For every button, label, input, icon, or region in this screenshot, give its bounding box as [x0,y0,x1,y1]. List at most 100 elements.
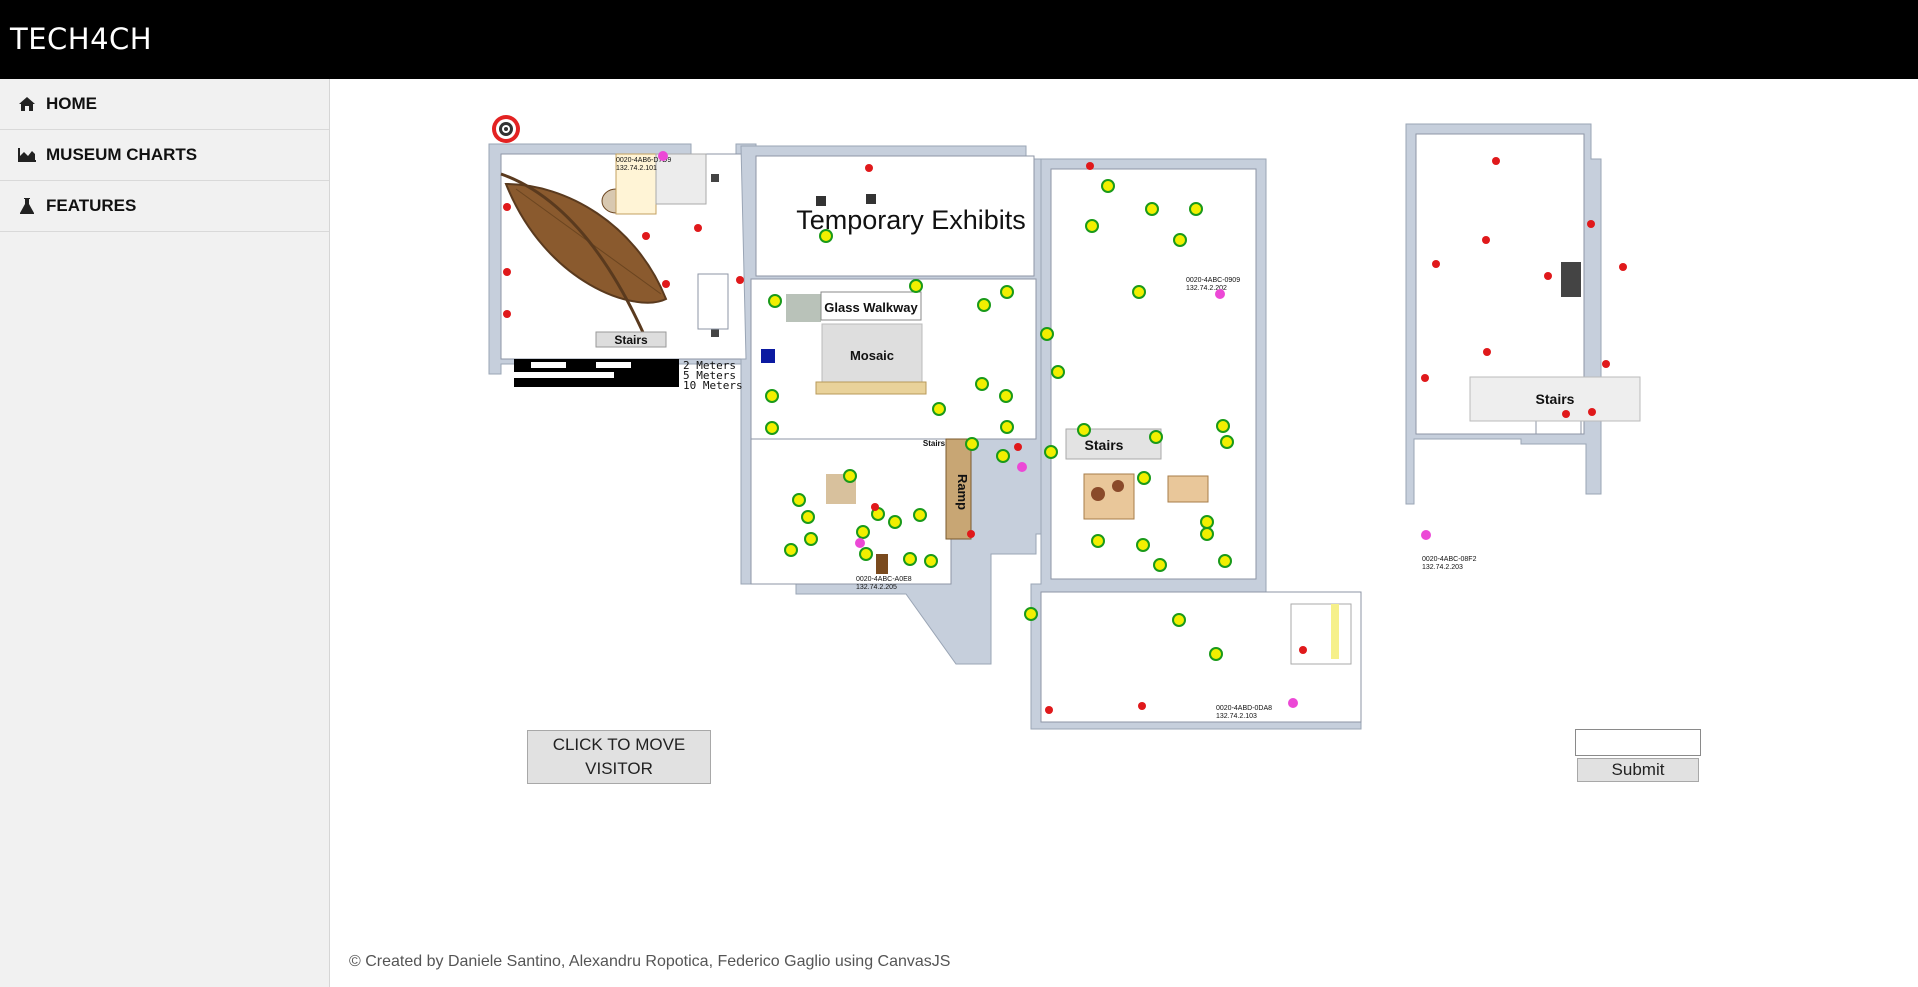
museum-floor-plan[interactable]: Stairs Temporary Exhibits Glass Walkway … [486,114,1918,814]
visitor-marker-icon[interactable] [492,115,520,143]
sensor-active-icon[interactable] [1218,554,1232,568]
sensor-active-icon[interactable] [1149,430,1163,444]
sensor-active-icon[interactable] [913,508,927,522]
sensor-active-icon[interactable] [1220,435,1234,449]
sensor-active-icon[interactable] [909,279,923,293]
sensor-active-icon[interactable] [999,389,1013,403]
sensor-active-icon[interactable] [843,469,857,483]
sensor-active-icon[interactable] [996,449,1010,463]
sensor-offline-icon[interactable] [1421,374,1429,382]
sensor-active-icon[interactable] [1153,558,1167,572]
visitor-input[interactable] [1575,729,1701,756]
sensor-active-icon[interactable] [924,554,938,568]
sensor-offline-icon[interactable] [1138,702,1146,710]
sensor-active-icon[interactable] [1172,613,1186,627]
sensor-active-icon[interactable] [804,532,818,546]
sensor-offline-icon[interactable] [1492,157,1500,165]
sensor-offline-icon[interactable] [503,203,511,211]
sensor-active-icon[interactable] [784,543,798,557]
sensor-active-icon[interactable] [1101,179,1115,193]
sensor-offline-icon[interactable] [736,276,744,284]
sensor-offline-icon[interactable] [662,280,670,288]
area-chart-icon [18,146,36,164]
sensor-active-icon[interactable] [819,229,833,243]
sensor-offline-icon[interactable] [865,164,873,172]
sensor-offline-icon[interactable] [1588,408,1596,416]
gateway-icon[interactable] [1017,462,1027,472]
gateway-id-label: 0020-4ABC-A0E8 [856,576,912,583]
sensor-active-icon[interactable] [801,510,815,524]
sensor-offline-icon[interactable] [1544,272,1552,280]
gateway-icon[interactable] [1288,698,1298,708]
sensor-active-icon[interactable] [1085,219,1099,233]
sensor-active-icon[interactable] [1000,420,1014,434]
sensor-offline-icon[interactable] [1483,348,1491,356]
sensor-active-icon[interactable] [975,377,989,391]
sensor-active-icon[interactable] [903,552,917,566]
sensor-active-icon[interactable] [977,298,991,312]
sensor-active-icon[interactable] [1044,445,1058,459]
sensor-active-icon[interactable] [965,437,979,451]
move-visitor-button-line1: CLICK TO MOVE [552,735,686,754]
glass-walkway-label: Glass Walkway [824,300,918,315]
sensor-offline-icon[interactable] [1086,162,1094,170]
sensor-active-icon[interactable] [1200,515,1214,529]
move-visitor-button[interactable]: CLICK TO MOVE VISITOR [527,730,711,784]
sensor-offline-icon[interactable] [871,503,879,511]
gateway-icon[interactable] [1215,289,1225,299]
gateway-ip-label: 132.74.2.101 [616,165,657,172]
gateway-icon[interactable] [855,538,865,548]
sensor-offline-icon[interactable] [967,530,975,538]
sensor-active-icon[interactable] [859,547,873,561]
sensor-active-icon[interactable] [1136,538,1150,552]
sensor-active-icon[interactable] [768,294,782,308]
gateway-id-label: 0020-4AB6-D7D9 [616,157,671,164]
sensor-active-icon[interactable] [765,421,779,435]
sensor-active-icon[interactable] [1200,527,1214,541]
sensor-offline-icon[interactable] [1619,263,1627,271]
sensor-active-icon[interactable] [932,402,946,416]
sensor-offline-icon[interactable] [1482,236,1490,244]
gateway-id-label: 0020-4ABC-08F2 [1422,556,1477,563]
sensor-active-icon[interactable] [1024,607,1038,621]
sensor-offline-icon[interactable] [1602,360,1610,368]
sensor-active-icon[interactable] [1216,419,1230,433]
sensor-offline-icon[interactable] [1299,646,1307,654]
sidebar-item-home[interactable]: HOME [0,79,329,130]
submit-button[interactable]: Submit [1577,758,1699,782]
sensor-active-icon[interactable] [1091,534,1105,548]
sensor-active-icon[interactable] [856,525,870,539]
sensor-offline-icon[interactable] [694,224,702,232]
sensor-active-icon[interactable] [1040,327,1054,341]
sensor-active-icon[interactable] [1209,647,1223,661]
sensor-active-icon[interactable] [765,389,779,403]
sensors-active [765,179,1234,661]
sidebar-item-features[interactable]: FEATURES [0,181,329,232]
sensor-active-icon[interactable] [1189,202,1203,216]
sidebar-item-museum-charts[interactable]: MUSEUM CHARTS [0,130,329,181]
sensor-offline-icon[interactable] [1587,220,1595,228]
sensor-active-icon[interactable] [1173,233,1187,247]
sensor-active-icon[interactable] [1077,423,1091,437]
sensor-active-icon[interactable] [1132,285,1146,299]
room-east-wing: Stairs [1405,123,1641,505]
sensor-active-icon[interactable] [888,515,902,529]
sensor-active-icon[interactable] [792,493,806,507]
sensor-offline-icon[interactable] [642,232,650,240]
stairs-label-center: Stairs [1085,437,1124,453]
room-east-central-gallery: Stairs [1030,158,1362,730]
sidebar-item-label: HOME [46,94,97,113]
sensor-offline-icon[interactable] [1432,260,1440,268]
sensor-offline-icon[interactable] [1562,410,1570,418]
gateway-icon[interactable] [658,151,668,161]
sensor-active-icon[interactable] [1000,285,1014,299]
scale-label-10m: 10 Meters [683,379,743,392]
sensor-active-icon[interactable] [1145,202,1159,216]
sensor-offline-icon[interactable] [503,268,511,276]
sensor-offline-icon[interactable] [1014,443,1022,451]
sensor-offline-icon[interactable] [503,310,511,318]
sensor-active-icon[interactable] [1051,365,1065,379]
sensor-offline-icon[interactable] [1045,706,1053,714]
gateway-icon[interactable] [1421,530,1431,540]
sensor-active-icon[interactable] [1137,471,1151,485]
